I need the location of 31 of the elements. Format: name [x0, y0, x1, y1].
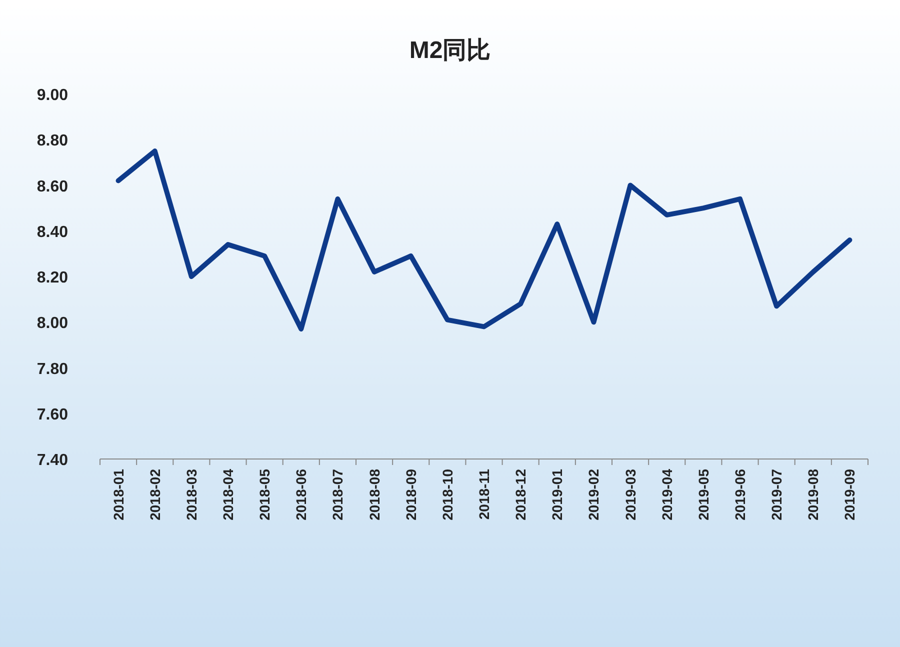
x-tick-label: 2018-11 [476, 468, 492, 520]
x-tick-label: 2019-09 [842, 468, 858, 520]
y-tick-label: 7.40 [36, 452, 68, 469]
x-tick-label: 2018-03 [183, 468, 200, 520]
y-tick-label: 8.40 [36, 224, 68, 241]
x-tick-label: 2018-01 [110, 468, 126, 520]
x-tick-label: 2019-08 [805, 468, 822, 520]
x-tick-label: 2018-04 [220, 468, 236, 520]
x-tick-label: 2019-06 [732, 468, 748, 520]
y-tick-label: 9.00 [36, 87, 68, 104]
x-tick-label: 2019-04 [658, 468, 675, 520]
y-tick-label: 8.80 [36, 132, 68, 150]
x-tick-label: 2018-08 [366, 468, 382, 520]
x-tick-label: 2019-02 [586, 468, 602, 520]
chart-title: M2同比 [409, 37, 491, 64]
x-tick-label: 2018-10 [439, 468, 456, 520]
y-tick-label: 7.60 [36, 406, 68, 424]
x-tick-label: 2018-09 [402, 468, 419, 520]
x-tick-label: 2018-06 [293, 468, 310, 520]
x-tick-label: 2019-05 [695, 468, 712, 520]
x-tick-label: 2018-12 [512, 468, 529, 520]
x-tick-label: 2019-01 [549, 468, 566, 520]
y-tick-label: 7.80 [36, 360, 68, 378]
x-tick-label: 2018-02 [146, 468, 163, 520]
x-tick-label: 2019-03 [622, 468, 638, 520]
x-tick-label: 2018-07 [330, 468, 346, 520]
x-tick-label: 2019-07 [768, 468, 785, 520]
x-tick-label: 2018-05 [256, 468, 273, 520]
y-tick-label: 8.60 [36, 178, 68, 196]
y-tick-label: 8.20 [36, 270, 68, 286]
y-tick-label: 8.00 [36, 315, 68, 332]
